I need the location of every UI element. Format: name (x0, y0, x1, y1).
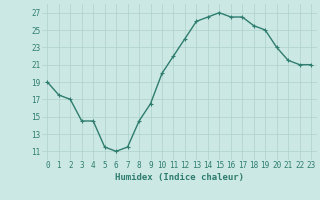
X-axis label: Humidex (Indice chaleur): Humidex (Indice chaleur) (115, 173, 244, 182)
